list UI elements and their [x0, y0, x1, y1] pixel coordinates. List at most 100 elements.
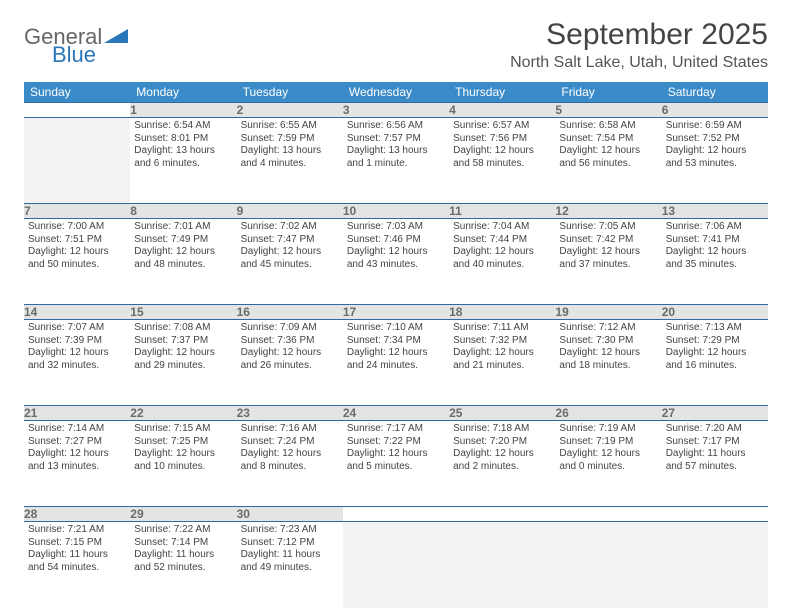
daylight-text: Daylight: 12 hours and 43 minutes.: [347, 246, 445, 271]
sunset-text: Sunset: 7:19 PM: [559, 436, 657, 449]
day-number-cell: 9: [237, 204, 343, 219]
sunset-text: Sunset: 7:42 PM: [559, 234, 657, 247]
day-cell: Sunrise: 7:23 AMSunset: 7:12 PMDaylight:…: [237, 522, 343, 608]
sunset-text: Sunset: 7:59 PM: [241, 133, 339, 146]
sunset-text: Sunset: 7:17 PM: [666, 436, 764, 449]
daynum-row: 123456: [24, 103, 768, 118]
sunrise-text: Sunrise: 7:13 AM: [666, 322, 764, 335]
daynum-row: 21222324252627: [24, 406, 768, 421]
sunrise-text: Sunrise: 7:15 AM: [134, 423, 232, 436]
day-number-cell: 13: [662, 204, 768, 219]
day-number-cell: [449, 507, 555, 522]
sunset-text: Sunset: 7:37 PM: [134, 335, 232, 348]
day-number-cell: 21: [24, 406, 130, 421]
col-thursday: Thursday: [449, 82, 555, 103]
day-cell: Sunrise: 6:54 AMSunset: 8:01 PMDaylight:…: [130, 118, 236, 204]
sunrise-text: Sunrise: 7:00 AM: [28, 221, 126, 234]
sunset-text: Sunset: 8:01 PM: [134, 133, 232, 146]
sunrise-text: Sunrise: 6:57 AM: [453, 120, 551, 133]
day-cell: Sunrise: 6:55 AMSunset: 7:59 PMDaylight:…: [237, 118, 343, 204]
day-number-cell: 12: [555, 204, 661, 219]
sunrise-text: Sunrise: 6:55 AM: [241, 120, 339, 133]
sunset-text: Sunset: 7:39 PM: [28, 335, 126, 348]
sunset-text: Sunset: 7:29 PM: [666, 335, 764, 348]
calendar-table: Sunday Monday Tuesday Wednesday Thursday…: [24, 82, 768, 608]
day-number-cell: [662, 507, 768, 522]
daynum-row: 282930: [24, 507, 768, 522]
sunrise-text: Sunrise: 7:12 AM: [559, 322, 657, 335]
day-number-cell: 2: [237, 103, 343, 118]
col-monday: Monday: [130, 82, 236, 103]
sunrise-text: Sunrise: 7:16 AM: [241, 423, 339, 436]
sunrise-text: Sunrise: 7:14 AM: [28, 423, 126, 436]
sunset-text: Sunset: 7:15 PM: [28, 537, 126, 550]
sunset-text: Sunset: 7:22 PM: [347, 436, 445, 449]
day-number-cell: 8: [130, 204, 236, 219]
sunrise-text: Sunrise: 6:58 AM: [559, 120, 657, 133]
sunset-text: Sunset: 7:12 PM: [241, 537, 339, 550]
day-cell: [449, 522, 555, 608]
daylight-text: Daylight: 12 hours and 37 minutes.: [559, 246, 657, 271]
sunset-text: Sunset: 7:32 PM: [453, 335, 551, 348]
sunrise-text: Sunrise: 7:11 AM: [453, 322, 551, 335]
day-cell: Sunrise: 7:11 AMSunset: 7:32 PMDaylight:…: [449, 320, 555, 406]
sunset-text: Sunset: 7:44 PM: [453, 234, 551, 247]
day-number-cell: 11: [449, 204, 555, 219]
sunrise-text: Sunrise: 7:19 AM: [559, 423, 657, 436]
daylight-text: Daylight: 11 hours and 49 minutes.: [241, 549, 339, 574]
header: General Blue September 2025 North Salt L…: [24, 18, 768, 72]
day-cell: Sunrise: 7:08 AMSunset: 7:37 PMDaylight:…: [130, 320, 236, 406]
week-row: Sunrise: 7:21 AMSunset: 7:15 PM Daylight:…: [24, 522, 768, 608]
day-number-cell: 1: [130, 103, 236, 118]
sunset-text: Sunset: 7:24 PM: [241, 436, 339, 449]
day-cell: Sunrise: 7:17 AMSunset: 7:22 PMDaylight:…: [343, 421, 449, 507]
day-cell: [662, 522, 768, 608]
daylight-text: Daylight: 12 hours and 29 minutes.: [134, 347, 232, 372]
daylight-text: Daylight: 13 hours and 1 minute.: [347, 145, 445, 170]
sunset-text: Sunset: 7:27 PM: [28, 436, 126, 449]
sunset-text: Sunset: 7:20 PM: [453, 436, 551, 449]
sunrise-text: Sunrise: 7:06 AM: [666, 221, 764, 234]
day-cell: Sunrise: 7:18 AMSunset: 7:20 PMDaylight:…: [449, 421, 555, 507]
sunrise-text: Sunrise: 7:03 AM: [347, 221, 445, 234]
day-number-cell: [343, 507, 449, 522]
day-number-cell: 10: [343, 204, 449, 219]
day-cell: Sunrise: 6:57 AMSunset: 7:56 PMDaylight:…: [449, 118, 555, 204]
sunrise-text: Sunrise: 7:10 AM: [347, 322, 445, 335]
daylight-text: Daylight: 12 hours and 35 minutes.: [666, 246, 764, 271]
daylight-text: Daylight: 12 hours and 50 minutes.: [28, 246, 126, 271]
sunset-text: Sunset: 7:25 PM: [134, 436, 232, 449]
sunrise-text: Sunrise: 6:56 AM: [347, 120, 445, 133]
sunrise-text: Sunrise: 7:01 AM: [134, 221, 232, 234]
day-number-cell: 3: [343, 103, 449, 118]
logo: General Blue: [24, 18, 130, 50]
day-cell: Sunrise: 7:19 AMSunset: 7:19 PMDaylight:…: [555, 421, 661, 507]
day-cell: Sunrise: 7:16 AMSunset: 7:24 PMDaylight:…: [237, 421, 343, 507]
sunrise-text: Sunrise: 7:04 AM: [453, 221, 551, 234]
day-cell: [24, 118, 130, 204]
day-cell: Sunrise: 7:21 AMSunset: 7:15 PMDaylight:…: [24, 522, 130, 608]
sunset-text: Sunset: 7:46 PM: [347, 234, 445, 247]
logo-triangle-icon: [104, 27, 130, 47]
day-number-cell: 23: [237, 406, 343, 421]
daylight-text: Daylight: 12 hours and 10 minutes.: [134, 448, 232, 473]
sunrise-text: Sunrise: 7:21 AM: [28, 524, 126, 537]
sunrise-text: Sunrise: 7:08 AM: [134, 322, 232, 335]
sunset-text: Sunset: 7:34 PM: [347, 335, 445, 348]
day-cell: Sunrise: 6:56 AMSunset: 7:57 PMDaylight:…: [343, 118, 449, 204]
day-cell: [343, 522, 449, 608]
week-row: Sunrise: 6:54 AMSunset: 8:01 PMDaylight:…: [24, 118, 768, 204]
week-row: Sunrise: 7:07 AMSunset: 7:39 PMDaylight:…: [24, 320, 768, 406]
weekday-header-row: Sunday Monday Tuesday Wednesday Thursday…: [24, 82, 768, 103]
day-number-cell: 7: [24, 204, 130, 219]
daylight-text: Daylight: 11 hours and 57 minutes.: [666, 448, 764, 473]
day-number-cell: 6: [662, 103, 768, 118]
location: North Salt Lake, Utah, United States: [510, 54, 768, 72]
day-cell: Sunrise: 7:12 AMSunset: 7:30 PMDaylight:…: [555, 320, 661, 406]
day-number-cell: 26: [555, 406, 661, 421]
sunset-text: Sunset: 7:14 PM: [134, 537, 232, 550]
daylight-text: Daylight: 12 hours and 32 minutes.: [28, 347, 126, 372]
day-cell: Sunrise: 6:58 AMSunset: 7:54 PMDaylight:…: [555, 118, 661, 204]
day-number-cell: [24, 103, 130, 118]
day-cell: Sunrise: 7:20 AMSunset: 7:17 PMDaylight:…: [662, 421, 768, 507]
